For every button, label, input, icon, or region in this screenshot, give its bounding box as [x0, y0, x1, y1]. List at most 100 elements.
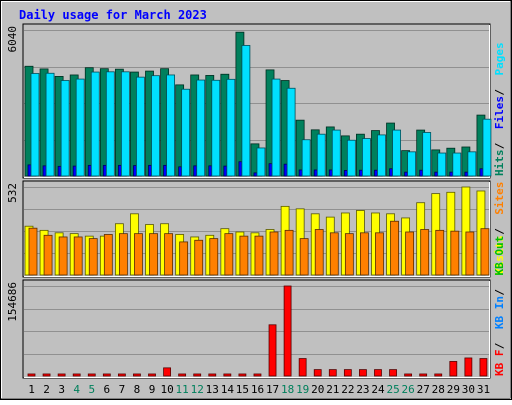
x-tick-label-day-31: 31 — [477, 383, 490, 396]
bar-sites-day-15 — [239, 235, 249, 276]
bar-kb-f-day-14 — [223, 373, 232, 377]
bar-pages-day-17 — [271, 78, 281, 177]
x-tick-label-day-16: 16 — [251, 383, 264, 396]
bar-sites-day-31 — [480, 228, 490, 276]
legend-kb-in: KB In — [493, 296, 506, 329]
bar-pages-day-11 — [181, 88, 191, 177]
bar-sites-day-30 — [465, 231, 475, 276]
bar-pages-day-1 — [30, 73, 40, 177]
chart-panel-2: 532 Visits / Sites — [6, 180, 506, 278]
bar-kb-f-day-21 — [328, 369, 337, 377]
bar-sites-day-27 — [420, 229, 430, 276]
bar-pages-day-13 — [211, 79, 221, 177]
bar-kb-f-day-24 — [374, 369, 382, 377]
x-tick-label-day-1: 1 — [28, 383, 35, 396]
bar-pages-day-29 — [452, 152, 462, 177]
x-tick-label-day-6: 6 — [104, 383, 111, 396]
bar-sites-day-9 — [149, 233, 158, 276]
x-tick-label-day-25: 25 — [386, 383, 399, 396]
bar-sites-day-14 — [224, 233, 234, 276]
bar-sites-day-4 — [73, 236, 83, 276]
legend-kb-f: KB F — [493, 350, 506, 377]
bar-pages-day-16 — [256, 147, 266, 177]
bar-sites-day-17 — [269, 231, 279, 276]
bar-kb-f-day-26 — [404, 373, 413, 377]
x-tick-label-day-5: 5 — [88, 383, 95, 396]
bar-kb-f-day-25 — [389, 369, 397, 377]
bar-kb-f-day-18 — [283, 285, 292, 377]
legend-sites: Sites — [493, 182, 506, 215]
x-tick-label-day-2: 2 — [43, 383, 50, 396]
x-tick-label-day-14: 14 — [221, 383, 235, 396]
bar-kb-f-day-9 — [148, 373, 156, 377]
bar-sites-day-1 — [28, 227, 38, 276]
bar-pages-day-12 — [196, 79, 206, 177]
bar-pages-day-25 — [392, 129, 401, 177]
bar-sites-day-2 — [43, 234, 53, 276]
bar-kb-f-day-11 — [178, 373, 187, 377]
x-tick-label-day-3: 3 — [58, 383, 65, 396]
bar-pages-day-28 — [437, 152, 447, 177]
bar-sites-day-16 — [254, 235, 264, 276]
bar-kb-f-day-5 — [87, 373, 96, 377]
bar-sites-day-10 — [164, 233, 173, 276]
bar-pages-day-5 — [90, 71, 100, 177]
chart-panel-1: 6040 Hits / Files / Pages — [6, 23, 506, 179]
bar-kb-f-day-23 — [359, 369, 367, 377]
bar-sites-day-22 — [344, 233, 354, 276]
x-tick-label-day-30: 30 — [462, 383, 475, 396]
bar-sites-day-3 — [58, 236, 68, 276]
bar-pages-day-8 — [136, 76, 145, 177]
panel-background — [22, 279, 491, 379]
bar-sites-day-23 — [360, 232, 369, 276]
x-tick-label-day-29: 29 — [447, 383, 460, 396]
x-tick-label-day-27: 27 — [417, 383, 430, 396]
bar-kb-f-day-27 — [419, 373, 428, 377]
bar-sites-day-8 — [134, 233, 143, 276]
x-tick-label-day-22: 22 — [341, 383, 354, 396]
bar-pages-day-9 — [151, 75, 160, 177]
bar-pages-day-15 — [241, 45, 251, 177]
legend-separator: / — [493, 89, 506, 96]
bar-pages-day-20 — [316, 133, 326, 177]
x-tick-label-day-7: 7 — [119, 383, 126, 396]
legend-hits: Hits — [493, 150, 506, 177]
bar-kb-f-day-19 — [298, 358, 307, 377]
bar-sites-day-18 — [284, 229, 294, 276]
bar-sites-day-29 — [450, 230, 460, 276]
x-tick-label-day-10: 10 — [160, 383, 173, 396]
bar-sites-day-6 — [103, 234, 113, 276]
x-tick-label-day-28: 28 — [432, 383, 445, 396]
bar-kb-f-day-13 — [208, 373, 217, 377]
bar-pages-day-26 — [407, 151, 417, 177]
legend-visits: Visits — [493, 235, 506, 275]
bar-pages-day-2 — [45, 72, 55, 177]
bar-kb-f-day-22 — [343, 369, 352, 377]
bar-kb-f-day-1 — [27, 373, 36, 377]
bar-sites-day-13 — [209, 238, 219, 276]
bar-pages-day-7 — [120, 71, 130, 177]
chart-panel-3: 154686 KB F / KB In / KB Out — [6, 236, 506, 379]
bar-pages-day-21 — [331, 129, 341, 177]
bar-sites-day-28 — [435, 229, 445, 276]
x-tick-label-day-15: 15 — [236, 383, 249, 396]
bar-pages-day-6 — [105, 71, 115, 177]
x-tick-label-day-19: 19 — [296, 383, 309, 396]
bar-kb-f-day-2 — [42, 373, 51, 377]
bar-pages-day-10 — [166, 74, 175, 177]
x-tick-label-day-12: 12 — [191, 383, 204, 396]
y-axis-max-label: 154686 — [6, 282, 19, 322]
bar-kb-f-day-12 — [193, 373, 202, 377]
bar-sites-day-21 — [329, 232, 339, 276]
x-axis-day-labels: 1 2 3 4 5 6 7 8 9 10 11 12 13 14 15 16 17 18 19 20 21 22 23 24 2… — [28, 383, 490, 396]
y-axis-max-label: 6040 — [6, 26, 19, 53]
legend-pages: Pages — [493, 42, 506, 75]
bar-pages-day-30 — [467, 151, 477, 177]
bar-sites-day-19 — [299, 238, 309, 276]
bar-pages-day-27 — [422, 132, 432, 177]
x-tick-label-day-11: 11 — [176, 383, 189, 396]
bar-kb-f-day-4 — [72, 373, 81, 377]
legend-files: Files — [493, 96, 506, 129]
